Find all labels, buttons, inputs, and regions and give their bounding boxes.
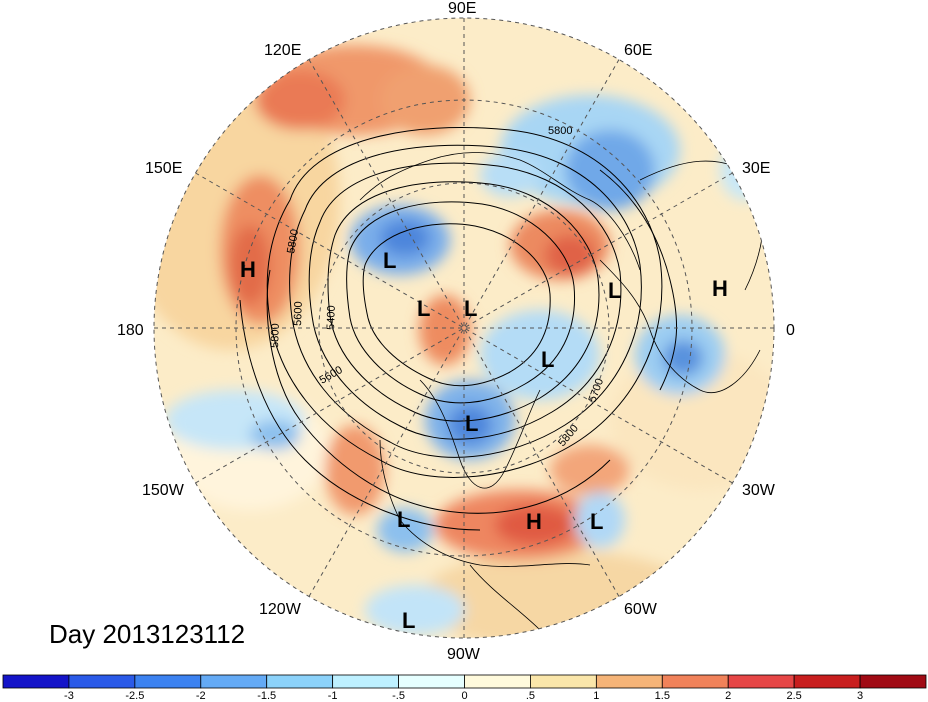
colorbar-segment <box>595 674 663 689</box>
longitude-label-90e: 90E <box>448 0 476 17</box>
colorbar-tick-label: .5 <box>526 690 535 702</box>
low-marker: L <box>541 347 554 372</box>
longitude-label-0: 0 <box>786 322 795 339</box>
colorbar-tick-label: 2 <box>725 690 731 702</box>
colorbar-segment <box>793 674 861 689</box>
high-marker: H <box>240 257 256 282</box>
colorbar-tick-label: -1 <box>328 690 338 702</box>
contour-label: 5600 <box>292 301 305 326</box>
longitude-label-30w: 30W <box>742 482 776 499</box>
colorbar-tick-label: 0 <box>461 690 467 702</box>
colorbar-tick-label: -2.5 <box>125 690 144 702</box>
low-marker: L <box>465 411 478 436</box>
longitude-label-120e: 120E <box>264 42 301 59</box>
colorbar-segment <box>464 674 531 689</box>
longitude-label-150e: 150E <box>145 160 182 177</box>
colorbar-tick-label: -1.5 <box>257 690 276 702</box>
longitude-label-180: 180 <box>117 322 144 339</box>
colorbar-segment <box>332 674 399 689</box>
longitude-label-60e: 60E <box>624 42 652 59</box>
colorbar-tick-label: 3 <box>857 690 863 702</box>
contour-label: 5400 <box>325 305 338 330</box>
longitude-label-60w: 60W <box>624 601 658 618</box>
high-marker: H <box>526 509 542 534</box>
colorbar-tick-label: 1.5 <box>655 690 670 702</box>
colorbar-segment <box>200 674 268 689</box>
graticule <box>153 17 775 639</box>
low-marker: L <box>417 296 430 321</box>
colorbar-segment <box>266 674 334 689</box>
colorbar-tick-label: -3 <box>64 690 74 702</box>
low-marker: L <box>397 507 410 532</box>
colorbar-tick-label: -.5 <box>392 690 405 702</box>
longitude-label-150w: 150W <box>142 482 185 499</box>
colorbar-tick-label: -2 <box>196 690 206 702</box>
colorbar-segment <box>530 674 597 689</box>
longitude-label-30e: 30E <box>742 160 770 177</box>
colorbar-segment <box>68 674 136 689</box>
contour-label: 5800 <box>269 323 282 348</box>
colorbar: -3 -2.5 -2 -1.5 -1 -.5 0 .5 1 1.5 2 2.5 3 <box>2 674 927 702</box>
colorbar-tick-label: 2.5 <box>786 690 801 702</box>
height-contours <box>239 127 677 531</box>
colorbar-segment <box>134 674 202 689</box>
longitude-label-120w: 120W <box>259 601 302 618</box>
low-marker: L <box>464 296 477 321</box>
contour-label: 5800 <box>548 125 572 137</box>
longitude-label-90w: 90W <box>447 646 481 663</box>
anomaly-field <box>154 18 774 638</box>
colorbar-segment <box>859 674 927 689</box>
colorbar-tick-label: 1 <box>593 690 599 702</box>
colorbar-segment <box>727 674 795 689</box>
contour-label: 5800 <box>285 228 301 254</box>
colorbar-segment <box>398 674 465 689</box>
colorbar-segment <box>661 674 729 689</box>
day-label: Day 2013123112 <box>49 619 246 649</box>
low-marker: L <box>590 509 603 534</box>
colorbar-segment <box>2 674 70 689</box>
low-marker: L <box>383 248 396 273</box>
low-marker: L <box>608 278 621 303</box>
low-marker: L <box>402 608 415 633</box>
high-marker: H <box>712 276 728 301</box>
